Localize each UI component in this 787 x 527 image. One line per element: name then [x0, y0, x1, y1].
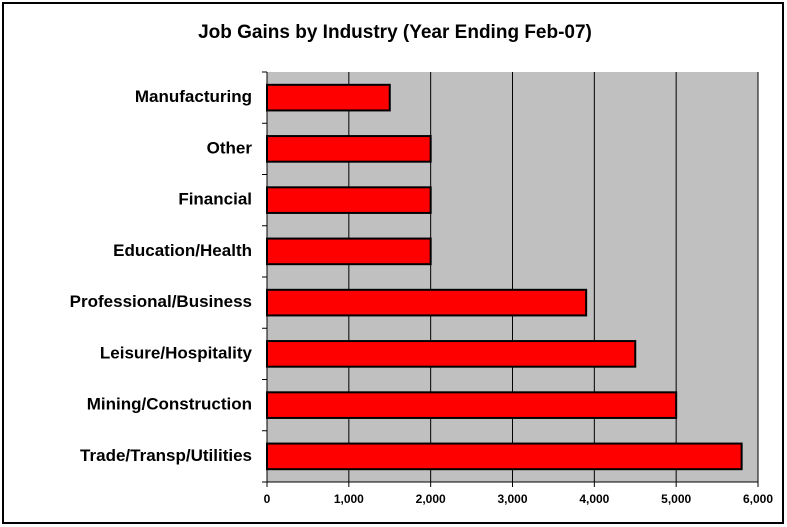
bar: [266, 135, 432, 163]
x-tick-label: 0: [264, 492, 271, 506]
y-tick-label: Trade/Transp/Utilities: [80, 446, 252, 465]
y-tick-label: Leisure/Hospitality: [100, 343, 253, 362]
x-tick-label: 6,000: [743, 492, 773, 506]
y-tick-label: Education/Health: [113, 241, 252, 260]
chart-title: Job Gains by Industry (Year Ending Feb-0…: [198, 22, 592, 43]
y-tick-label: Manufacturing: [135, 87, 252, 106]
bar: [266, 237, 432, 266]
bar: [266, 186, 432, 214]
bar: [266, 340, 637, 368]
y-tick-label: Other: [207, 138, 253, 157]
y-tick-label: Mining/Construction: [87, 395, 252, 414]
y-tick-label: Financial: [178, 190, 252, 209]
x-tick-label: 2,000: [416, 492, 446, 506]
x-tick-label: 3,000: [497, 492, 527, 506]
y-tick-label: Professional/Business: [70, 292, 252, 311]
bar: [266, 391, 678, 419]
x-tick-label: 5,000: [661, 492, 691, 506]
bar: [266, 83, 391, 112]
x-tick-label: 4,000: [579, 492, 609, 506]
bar: [266, 442, 743, 471]
bar: [266, 288, 588, 317]
x-tick-label: 1,000: [334, 492, 364, 506]
